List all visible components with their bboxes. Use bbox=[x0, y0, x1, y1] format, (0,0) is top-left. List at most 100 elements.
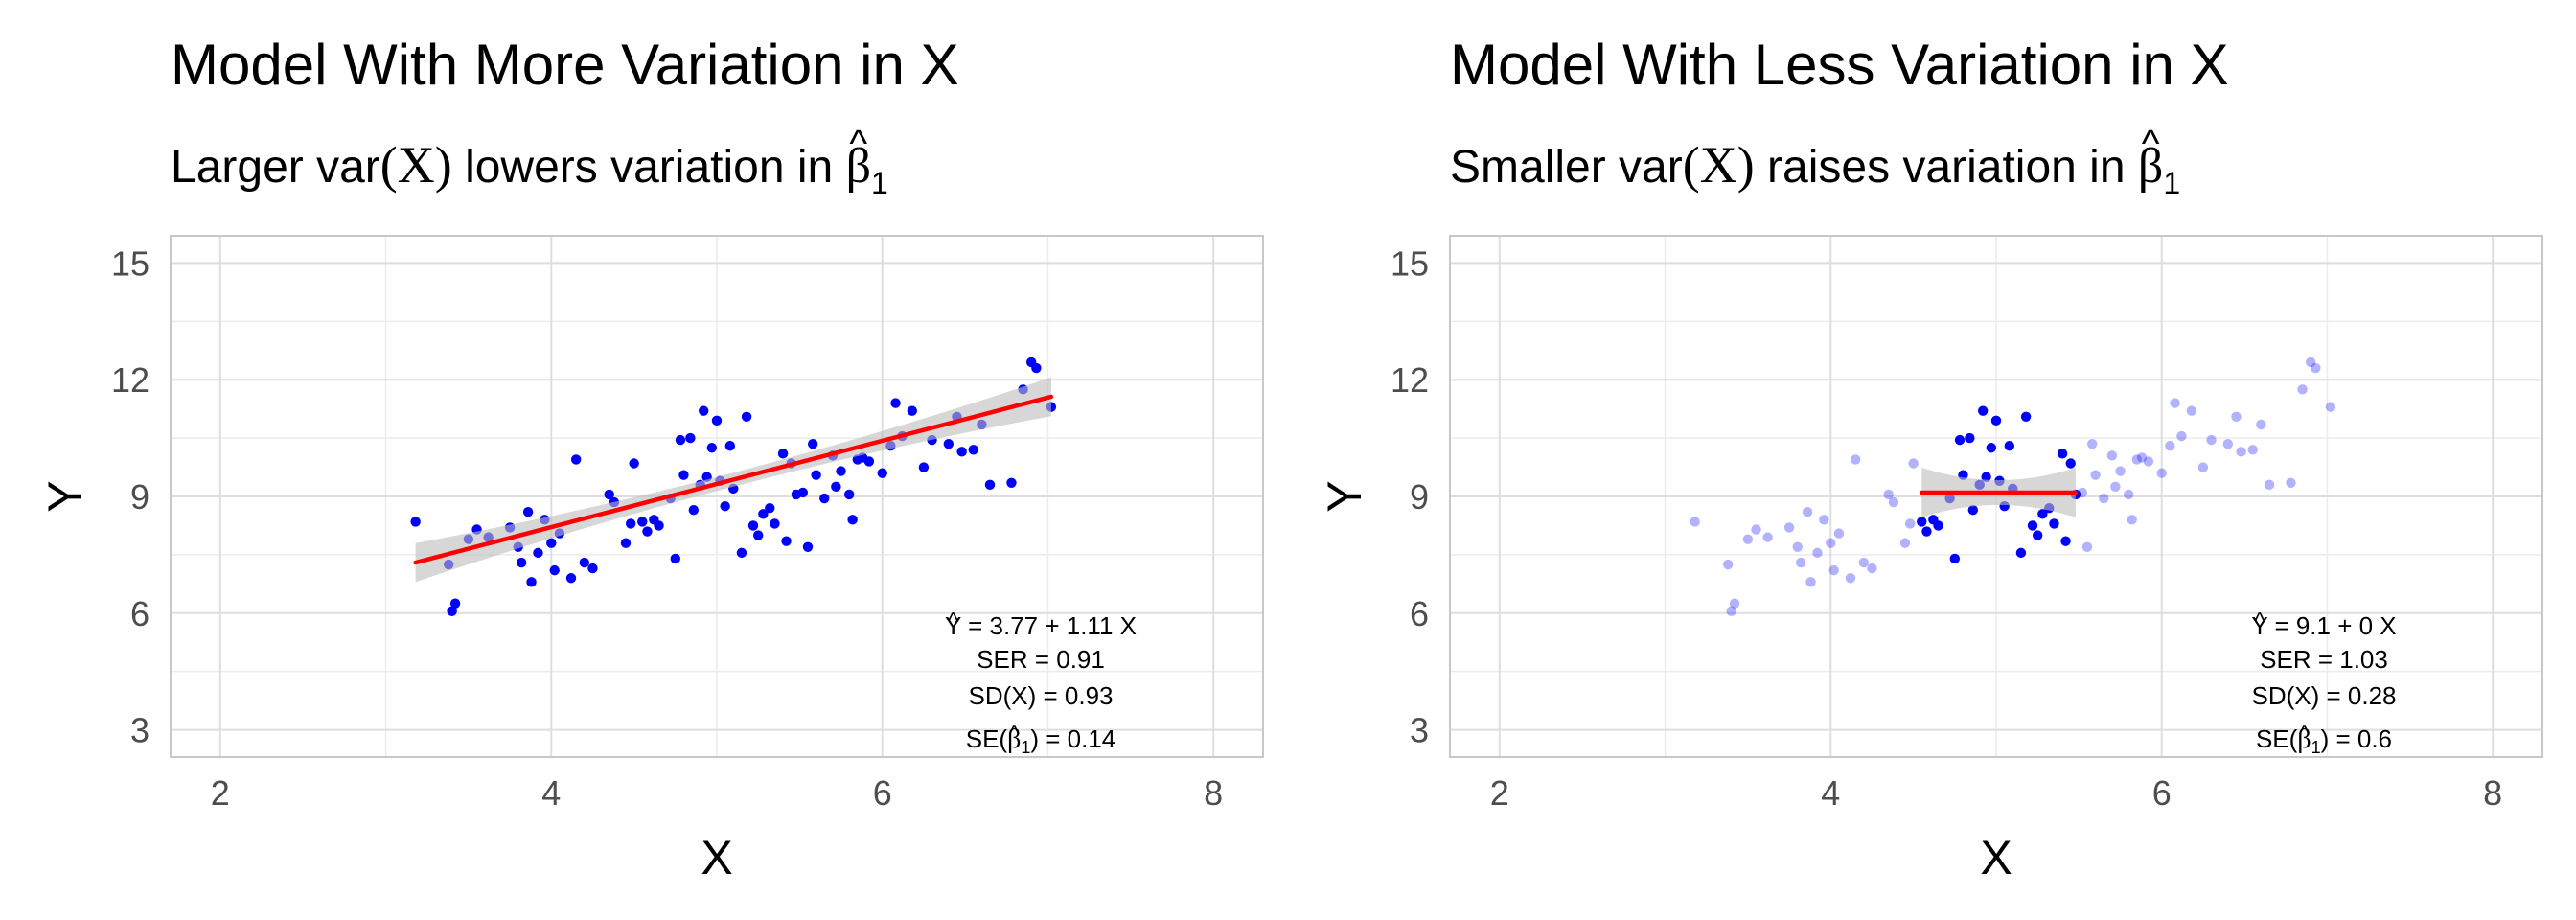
data-point bbox=[587, 563, 598, 574]
data-point bbox=[447, 606, 457, 616]
annotation-se-open: SE( bbox=[966, 724, 1008, 753]
data-point-faded bbox=[1858, 557, 1870, 568]
subtitle-text: Smaller var bbox=[1450, 142, 1683, 193]
data-point-faded bbox=[2186, 405, 2197, 416]
annotation-yhat-symbol: Y bbox=[945, 611, 961, 640]
data-point-faded bbox=[1783, 522, 1795, 533]
data-point bbox=[688, 505, 700, 516]
data-point bbox=[2032, 530, 2043, 540]
x-tick-label: 2 bbox=[211, 773, 230, 813]
data-point bbox=[516, 557, 527, 568]
data-point bbox=[1990, 415, 2002, 426]
annotation-beta-subscript: 1 bbox=[2312, 738, 2321, 757]
data-point-faded bbox=[1722, 559, 1734, 570]
data-point-faded bbox=[2176, 430, 2187, 442]
x-axis-label: X bbox=[1980, 831, 2012, 885]
chart-title: Model With More Variation in X bbox=[171, 33, 959, 97]
data-point-faded bbox=[2082, 541, 2093, 552]
data-point-faded bbox=[2197, 462, 2209, 472]
subtitle-beta: β bbox=[846, 139, 871, 194]
x-tick-label: 4 bbox=[1821, 773, 1840, 813]
data-point-faded bbox=[2311, 362, 2321, 374]
data-point bbox=[2060, 536, 2071, 546]
data-point bbox=[625, 518, 636, 529]
x-tick-label: 6 bbox=[2152, 773, 2172, 813]
data-point-faded bbox=[1690, 517, 1700, 527]
data-point-faded bbox=[1742, 534, 1754, 544]
annotation-yhat-symbol: Y bbox=[2251, 611, 2267, 640]
data-point bbox=[706, 443, 718, 453]
data-point-faded bbox=[1888, 496, 1899, 508]
annotation-beta: β bbox=[2297, 724, 2311, 754]
data-point bbox=[620, 538, 632, 548]
data-point bbox=[819, 493, 830, 504]
data-point-faded bbox=[1792, 541, 1803, 552]
data-point-faded bbox=[2077, 487, 2088, 498]
x-tick-label: 6 bbox=[873, 773, 892, 813]
y-tick-label: 12 bbox=[1391, 360, 1429, 400]
data-point-faded bbox=[1762, 532, 1773, 542]
data-point bbox=[1006, 477, 1017, 488]
data-point-faded bbox=[2264, 479, 2275, 491]
data-point bbox=[678, 470, 689, 480]
data-point bbox=[642, 526, 653, 537]
data-point bbox=[2049, 518, 2059, 529]
data-point-faded bbox=[2305, 356, 2316, 368]
hat-accent: ^ bbox=[2254, 609, 2266, 634]
subtitle-text: Larger var bbox=[171, 142, 380, 193]
data-point bbox=[752, 530, 764, 540]
data-point-faded bbox=[2127, 515, 2137, 525]
data-point bbox=[711, 415, 723, 426]
data-point bbox=[831, 481, 841, 493]
y-tick-label: 15 bbox=[111, 243, 150, 283]
data-point-faded bbox=[2143, 456, 2154, 467]
data-point-faded bbox=[1795, 557, 1806, 568]
data-point-faded bbox=[2090, 470, 2101, 480]
hat-accent: ^ bbox=[2299, 722, 2311, 748]
data-point bbox=[720, 500, 730, 512]
data-point bbox=[546, 538, 557, 548]
subtitle-arg: (X) bbox=[380, 136, 452, 194]
x-tick-label: 8 bbox=[2483, 773, 2502, 813]
data-point bbox=[863, 456, 875, 467]
data-point bbox=[1031, 362, 1042, 374]
data-point bbox=[565, 573, 577, 584]
data-point bbox=[765, 502, 775, 514]
data-point-faded bbox=[1726, 606, 1736, 616]
data-point-faded bbox=[1826, 538, 1836, 548]
annotation-se-beta: SE(β1) = 0.6 bbox=[2256, 724, 2392, 757]
annotation-sdx: SD(X) = 0.28 bbox=[2251, 681, 2396, 710]
x-tick-label: 8 bbox=[1204, 773, 1223, 813]
data-point bbox=[847, 515, 858, 525]
data-point-faded bbox=[1802, 507, 1813, 518]
data-point-faded bbox=[1828, 564, 1839, 576]
data-point-faded bbox=[2099, 493, 2109, 504]
y-tick-label: 9 bbox=[1410, 477, 1429, 517]
data-point-faded bbox=[2247, 445, 2258, 455]
annotation-se-close: ) = 0.6 bbox=[2321, 724, 2392, 753]
data-point bbox=[984, 479, 996, 491]
y-tick-label: 6 bbox=[130, 594, 150, 633]
data-point bbox=[410, 517, 421, 527]
data-point bbox=[570, 454, 582, 465]
data-point bbox=[724, 441, 736, 451]
y-axis-label: Y bbox=[38, 480, 92, 512]
y-tick-label: 3 bbox=[130, 711, 150, 750]
data-point-faded bbox=[1908, 458, 1919, 469]
data-point bbox=[526, 577, 537, 587]
data-point-faded bbox=[2231, 411, 2242, 422]
annotation-ser: SER = 1.03 bbox=[2260, 645, 2388, 674]
data-point-faded bbox=[1729, 598, 1740, 609]
annotation-se-close: ) = 0.14 bbox=[1030, 724, 1116, 753]
data-point bbox=[781, 536, 792, 546]
y-tick-label: 9 bbox=[130, 477, 150, 517]
data-point bbox=[736, 547, 748, 559]
y-tick-label: 6 bbox=[1410, 594, 1429, 633]
hat-accent: ^ bbox=[2142, 123, 2160, 165]
data-point-faded bbox=[2236, 447, 2246, 457]
data-point-faded bbox=[2286, 477, 2296, 488]
annotation-equation-rhs: = 3.77 + 1.11 X bbox=[961, 611, 1137, 640]
data-point bbox=[549, 564, 560, 576]
data-point bbox=[1981, 472, 1991, 482]
